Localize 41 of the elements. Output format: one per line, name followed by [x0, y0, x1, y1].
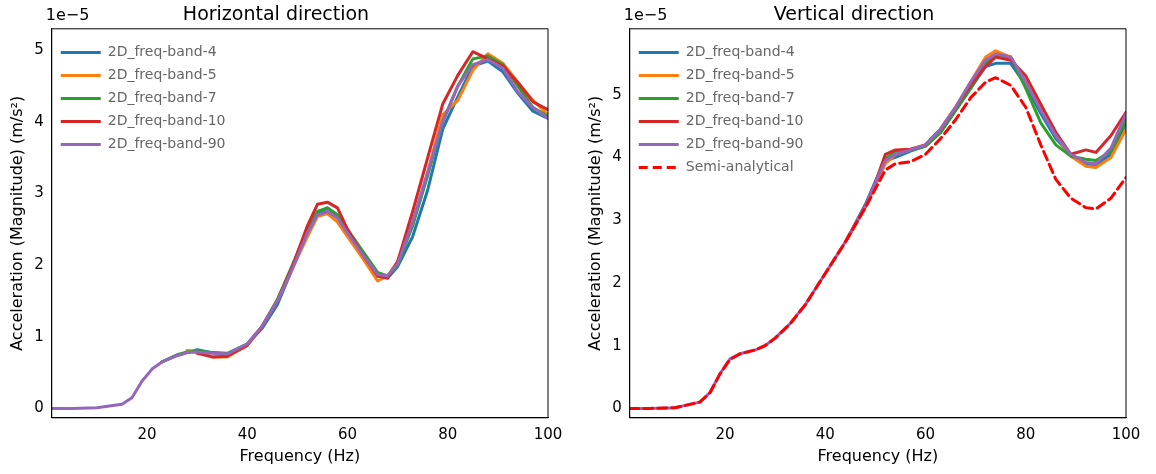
x-tick-label: 80 [438, 424, 458, 443]
legend-label: 2D_freq-band-5 [107, 66, 217, 83]
legend-label: 2D_freq-band-7 [107, 89, 217, 106]
y-tick-label: 0 [34, 398, 44, 417]
y-tick-label: 5 [612, 84, 622, 103]
y-tick-label: 3 [34, 183, 44, 202]
y-tick-label: 1 [612, 335, 622, 354]
legend-label: 2D_freq-band-10 [107, 112, 226, 129]
x-axis-title: Frequency (Hz) [817, 445, 939, 465]
chart-title: Vertical direction [773, 2, 935, 25]
legend-label: 2D_freq-band-10 [685, 112, 804, 129]
legend-label: Semi-analytical [685, 158, 794, 175]
y-tick-label: 3 [612, 210, 622, 229]
x-tick-label: 20 [715, 424, 735, 443]
x-tick-label: 80 [1016, 424, 1036, 443]
x-axis-title: Frequency (Hz) [239, 445, 361, 465]
y-tick-label: 5 [34, 40, 44, 59]
text: 1e−5 [623, 4, 668, 24]
y-axis-title: Acceleration (Magnitude) (m/s²) [584, 95, 604, 351]
x-tick-label: 40 [815, 424, 835, 443]
legend-label: 2D_freq-band-90 [107, 135, 226, 152]
legend-label: 2D_freq-band-4 [107, 43, 217, 60]
y-tick-label: 4 [34, 111, 44, 130]
y-axis-title: Acceleration (Magnitude) (m/s²) [6, 95, 26, 351]
y-tick-label: 1 [34, 326, 44, 345]
chart-title: Horizontal direction [182, 2, 370, 25]
x-tick-label: 60 [337, 424, 358, 443]
legend-label: 2D_freq-band-4 [685, 43, 795, 60]
legend-label: 2D_freq-band-90 [685, 135, 804, 152]
x-tick-label: 60 [915, 424, 936, 443]
y-tick-label: 2 [612, 272, 622, 291]
y-tick-label: 2 [34, 255, 44, 274]
legend-label: 2D_freq-band-5 [685, 66, 795, 83]
legend-label: 2D_freq-band-7 [685, 89, 795, 106]
text: 1e−5 [45, 4, 90, 24]
y-tick-label: 0 [612, 398, 622, 417]
x-tick-label: 40 [237, 424, 257, 443]
x-tick-label: 20 [137, 424, 157, 443]
x-tick-label: 100 [533, 424, 563, 443]
x-tick-label: 100 [1111, 424, 1141, 443]
y-tick-label: 4 [612, 147, 622, 166]
